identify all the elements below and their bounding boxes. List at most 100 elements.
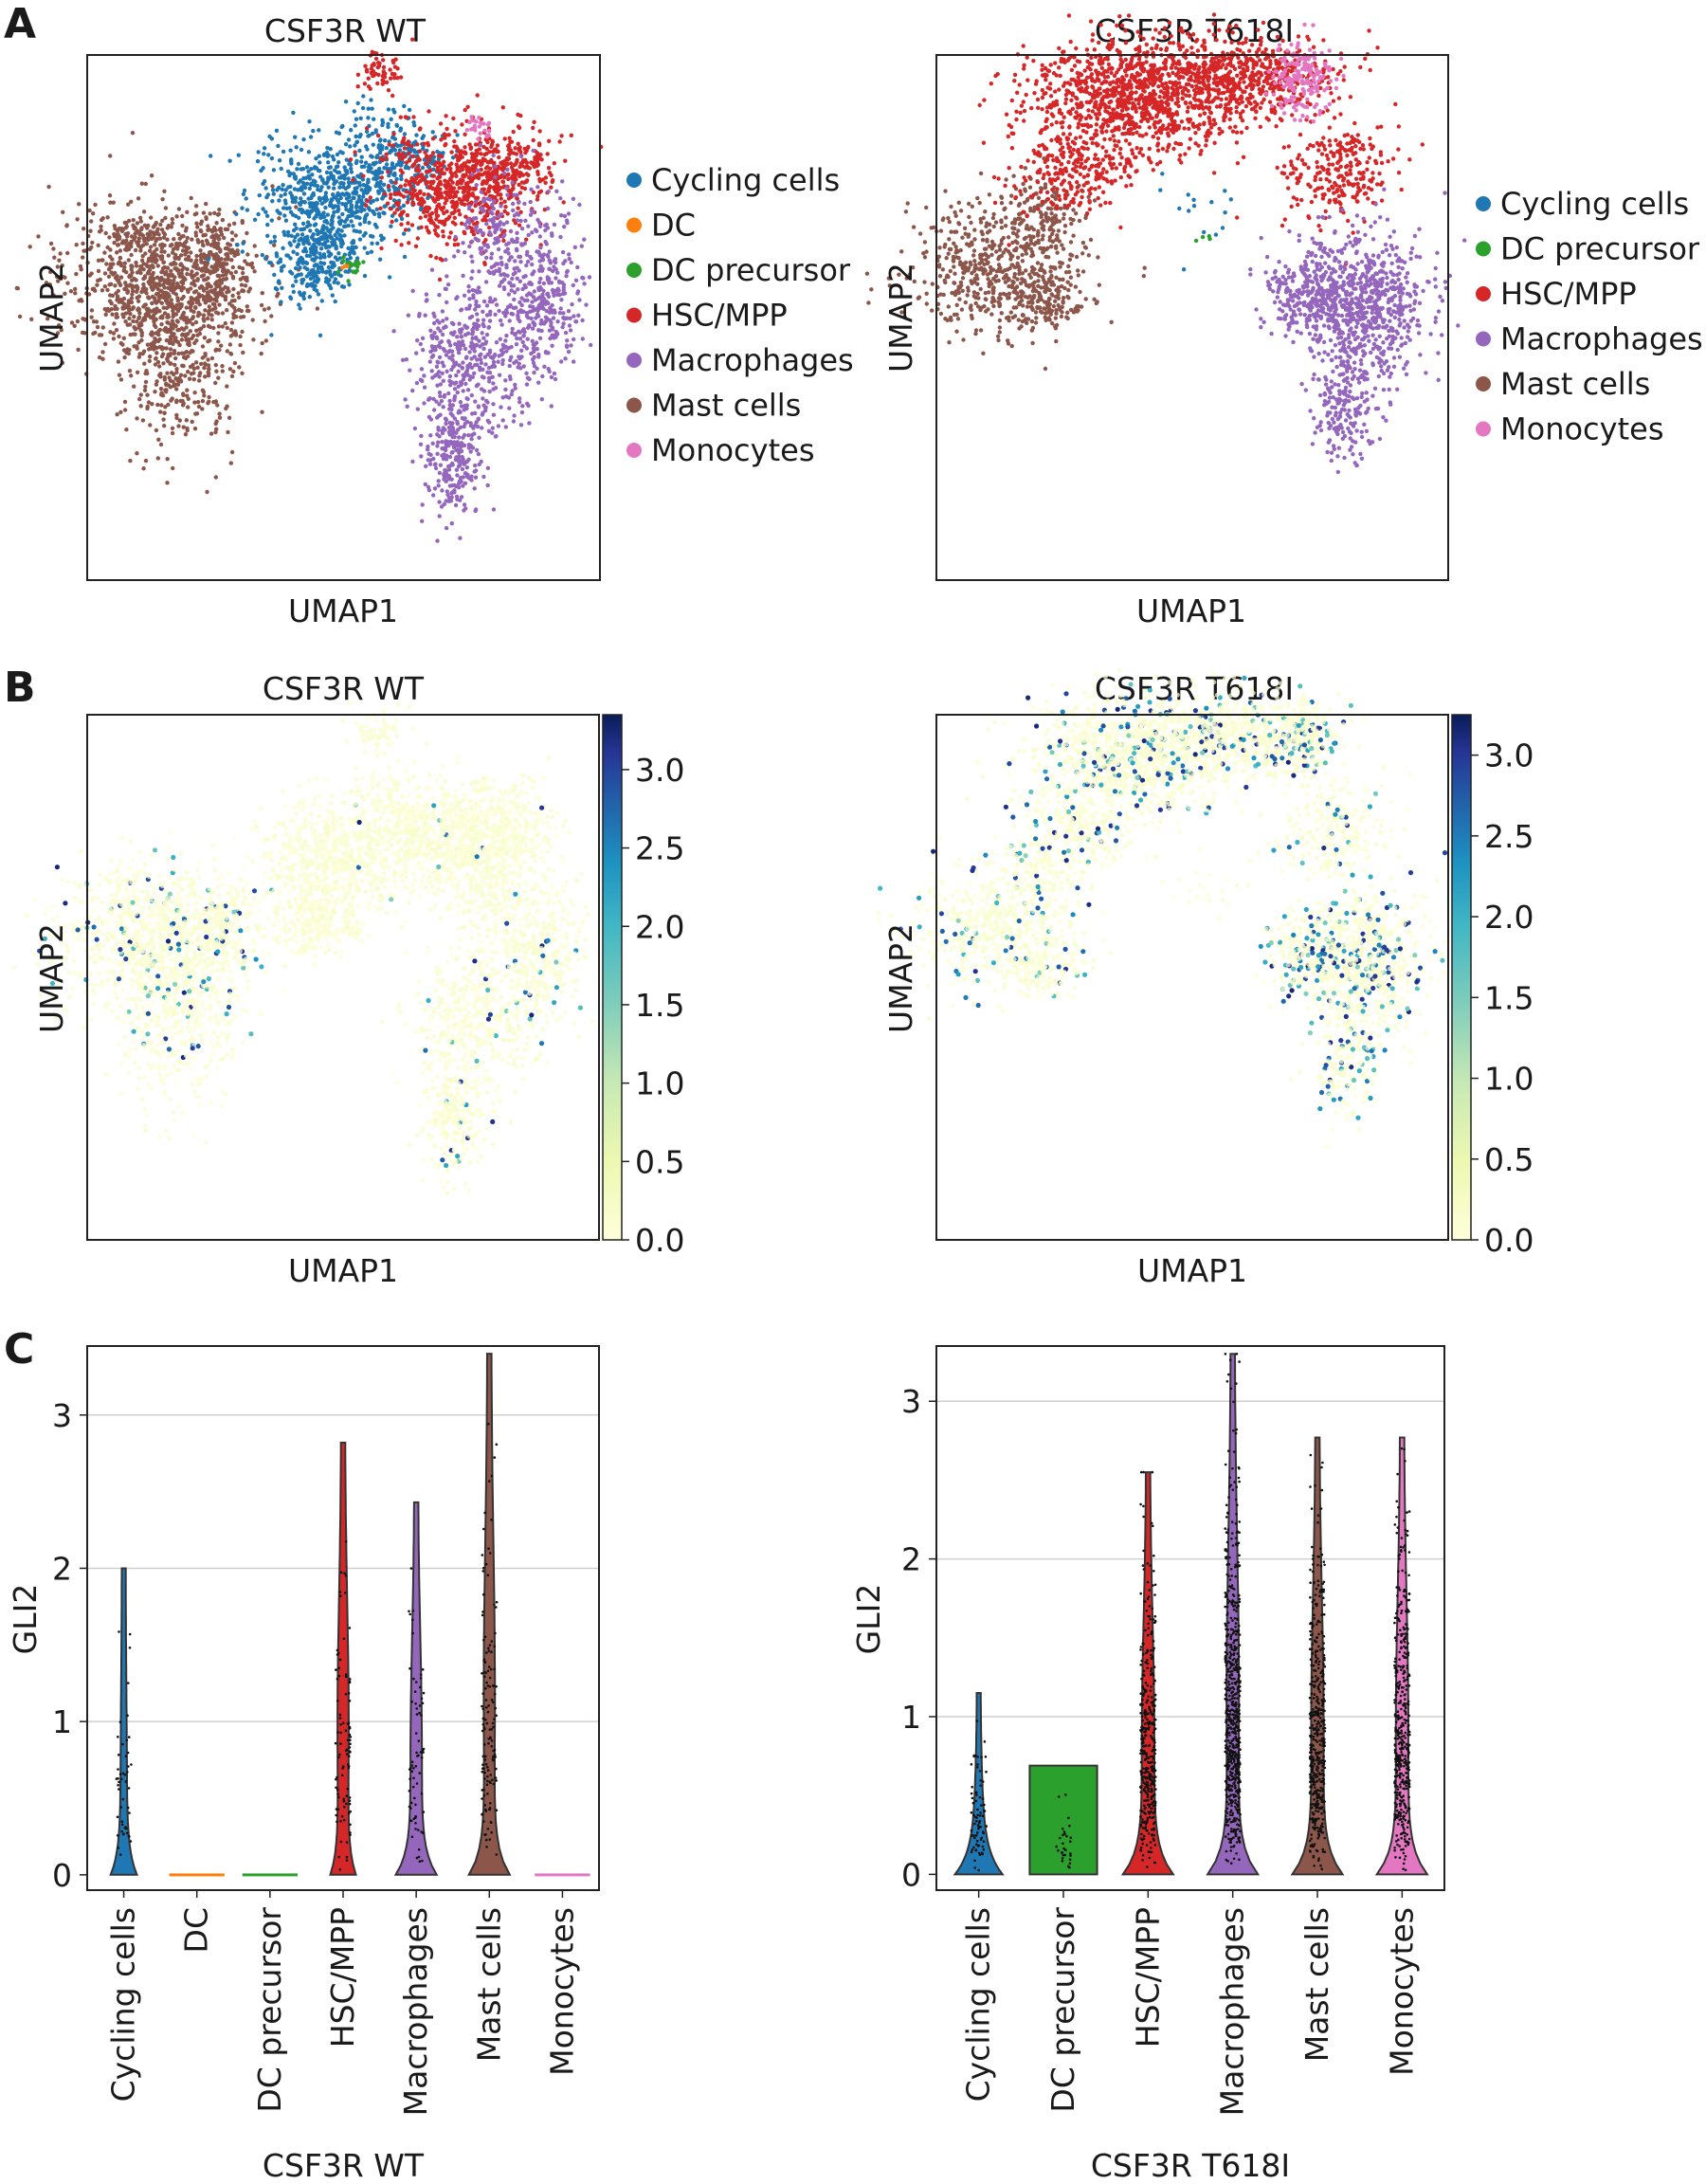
umap-point (208, 211, 212, 216)
umap-point (462, 502, 467, 507)
umap-point (449, 320, 455, 325)
umap-point (311, 128, 316, 134)
umap-point (170, 217, 174, 222)
umap-point (306, 150, 312, 155)
umap-point (545, 277, 551, 282)
umap-point (1141, 274, 1147, 279)
umap-point (182, 276, 187, 281)
umap-point (490, 426, 495, 430)
legend-label: Cycling cells (651, 162, 840, 198)
umap-point (216, 339, 221, 344)
umap-point (426, 140, 430, 146)
umap-point (73, 286, 78, 292)
umap-point (142, 388, 148, 392)
umap-point (374, 225, 379, 229)
umap-point (389, 76, 393, 81)
umap-point (572, 314, 576, 318)
umap-point (450, 187, 455, 191)
umap-point (423, 161, 428, 166)
umap-point (566, 349, 572, 355)
umap-point (487, 420, 492, 425)
umap-point (170, 426, 175, 430)
umap-point (500, 342, 505, 348)
umap-point (209, 313, 214, 318)
umap-point (518, 218, 523, 224)
umap-point (437, 293, 442, 298)
umap-point (520, 339, 525, 345)
umap-point (473, 335, 479, 340)
umap-point (138, 404, 143, 409)
umap-point (478, 357, 483, 362)
umap-point (247, 286, 253, 291)
umap-point (196, 240, 201, 245)
umap-point (216, 331, 221, 336)
umap-point (184, 316, 190, 320)
umap-point (349, 203, 354, 208)
umap-point (217, 237, 222, 242)
umap-point (274, 128, 280, 133)
umap-point (319, 201, 324, 206)
umap-point (466, 289, 471, 294)
umap-point (229, 373, 235, 379)
umap-point (387, 142, 391, 147)
umap-point (159, 403, 164, 408)
umap-point (484, 398, 489, 404)
umap-point (270, 199, 275, 204)
umap-point (110, 312, 115, 317)
umap-point (448, 343, 453, 348)
umap-point (379, 246, 384, 251)
umap-point (459, 335, 463, 339)
umap-point (475, 318, 481, 322)
umap-point (479, 207, 483, 211)
umap-point (391, 132, 396, 136)
umap-point (484, 255, 489, 261)
umap-point (290, 283, 296, 288)
umap-point (119, 228, 125, 233)
umap-point (437, 500, 442, 504)
umap-point (293, 135, 298, 139)
umap-point (398, 184, 403, 189)
umap-point (972, 259, 977, 264)
umap-point (389, 224, 393, 228)
umap-point (17, 314, 23, 319)
umap-point (415, 181, 420, 187)
umap-point (364, 126, 370, 131)
umap-point (266, 306, 271, 311)
umap-point (566, 211, 572, 216)
umap-point (227, 158, 232, 163)
umap-point (447, 373, 453, 379)
umap-point (395, 208, 400, 212)
umap-point (332, 271, 337, 277)
umap-point (570, 301, 574, 307)
umap-point (452, 440, 457, 445)
umap-point (127, 241, 133, 246)
umap-point (444, 499, 448, 503)
umap-point (257, 192, 262, 198)
umap-point (461, 241, 465, 246)
umap-point (209, 228, 214, 233)
umap-point (362, 208, 367, 212)
umap-point (452, 254, 457, 259)
umap-point (332, 238, 336, 243)
umap-point (477, 269, 481, 274)
umap-point (940, 267, 945, 272)
umap-point (307, 253, 313, 259)
umap-point (336, 269, 341, 275)
umap-point (48, 241, 54, 246)
umap-point (517, 400, 522, 405)
umap-point (524, 293, 530, 298)
umap-point (305, 282, 310, 287)
umap-point (205, 240, 210, 245)
umap-point (952, 281, 957, 285)
umap-point (470, 411, 475, 416)
umap-point (536, 328, 541, 333)
umap-point (963, 300, 968, 305)
umap-point (272, 234, 277, 239)
umap-point (180, 213, 185, 219)
umap-point (499, 318, 503, 323)
umap-point (89, 315, 94, 319)
umap-point (454, 173, 459, 178)
umap-point (77, 202, 82, 207)
umap-point (473, 236, 478, 241)
umap-point (476, 172, 481, 177)
